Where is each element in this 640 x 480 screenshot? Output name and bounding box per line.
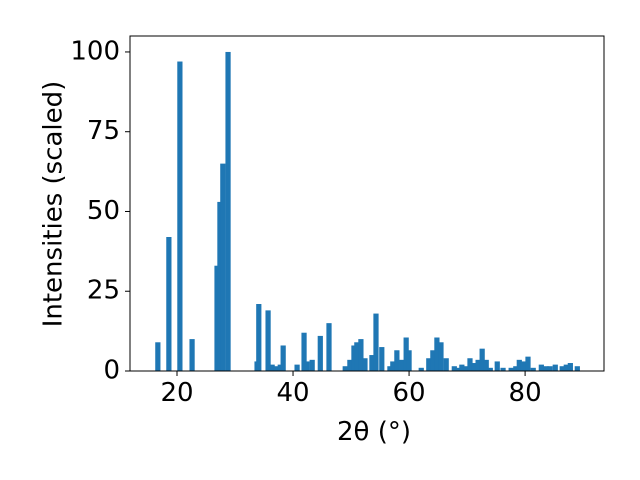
bar bbox=[351, 345, 357, 371]
bar bbox=[166, 237, 172, 371]
bar bbox=[487, 367, 493, 371]
bar bbox=[438, 342, 444, 371]
bar bbox=[347, 359, 353, 371]
x-tick-label: 80 bbox=[509, 378, 542, 408]
plot-frame bbox=[129, 35, 605, 372]
bar bbox=[256, 304, 262, 371]
bar bbox=[280, 345, 286, 371]
bar bbox=[530, 367, 536, 371]
bar bbox=[516, 359, 522, 371]
bar bbox=[403, 337, 409, 371]
bar bbox=[479, 348, 485, 371]
bar bbox=[494, 361, 500, 371]
y-tick-label: 100 bbox=[70, 36, 120, 66]
bar bbox=[552, 364, 558, 371]
bar bbox=[463, 366, 469, 371]
bar bbox=[399, 359, 405, 371]
x-tick-label: 40 bbox=[276, 378, 309, 408]
y-axis-label: Intensities (scaled) bbox=[39, 81, 69, 328]
bar bbox=[443, 358, 449, 371]
bar bbox=[543, 366, 549, 371]
bar bbox=[406, 350, 412, 371]
x-tick-label: 20 bbox=[160, 378, 193, 408]
bar bbox=[220, 163, 226, 371]
bar bbox=[475, 359, 481, 371]
bar bbox=[379, 347, 385, 371]
y-tick-label: 75 bbox=[87, 116, 120, 146]
bar bbox=[373, 313, 379, 371]
x-axis-label: 2θ (°) bbox=[337, 417, 411, 447]
bar bbox=[387, 366, 393, 371]
bar bbox=[309, 359, 315, 371]
x-tick-label: 60 bbox=[393, 378, 426, 408]
bar bbox=[225, 51, 231, 371]
bar bbox=[418, 367, 424, 371]
bar bbox=[354, 342, 360, 371]
bar bbox=[317, 335, 323, 371]
bar bbox=[294, 364, 300, 371]
bar bbox=[520, 361, 526, 371]
bar bbox=[508, 367, 514, 371]
bar bbox=[304, 361, 310, 371]
y-tick-label: 50 bbox=[87, 196, 120, 226]
bar bbox=[563, 364, 569, 371]
bar bbox=[574, 366, 580, 371]
bar bbox=[342, 366, 348, 371]
bar bbox=[471, 363, 477, 371]
bar bbox=[217, 201, 223, 371]
y-tick-label: 0 bbox=[103, 356, 120, 386]
bar bbox=[265, 310, 271, 371]
bar bbox=[455, 367, 461, 371]
bar bbox=[362, 358, 368, 371]
bar bbox=[273, 366, 279, 371]
bar bbox=[426, 358, 432, 371]
bar bbox=[155, 342, 161, 371]
bar bbox=[394, 350, 400, 371]
bar bbox=[277, 364, 283, 371]
bar bbox=[369, 355, 375, 371]
bar bbox=[459, 364, 465, 371]
bar bbox=[390, 361, 396, 371]
bar bbox=[559, 366, 565, 371]
bar bbox=[547, 366, 553, 371]
bar bbox=[326, 323, 332, 371]
bar bbox=[430, 350, 436, 371]
bar bbox=[434, 337, 440, 371]
bar bbox=[567, 363, 573, 371]
bar bbox=[451, 366, 457, 371]
y-tick-label: 25 bbox=[87, 276, 120, 306]
bar bbox=[214, 265, 220, 371]
bar bbox=[358, 339, 364, 371]
bar bbox=[483, 359, 489, 371]
bar bbox=[500, 367, 506, 371]
bar bbox=[538, 364, 544, 371]
bar bbox=[189, 339, 195, 371]
bar bbox=[467, 358, 473, 371]
bar bbox=[525, 356, 531, 371]
bar bbox=[269, 364, 275, 371]
bar bbox=[177, 61, 183, 372]
bar bbox=[513, 366, 519, 371]
bar bbox=[301, 332, 307, 371]
